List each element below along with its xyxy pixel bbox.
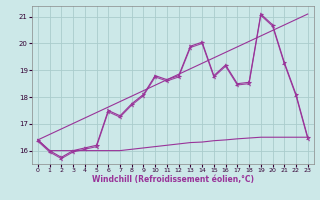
X-axis label: Windchill (Refroidissement éolien,°C): Windchill (Refroidissement éolien,°C) — [92, 175, 254, 184]
